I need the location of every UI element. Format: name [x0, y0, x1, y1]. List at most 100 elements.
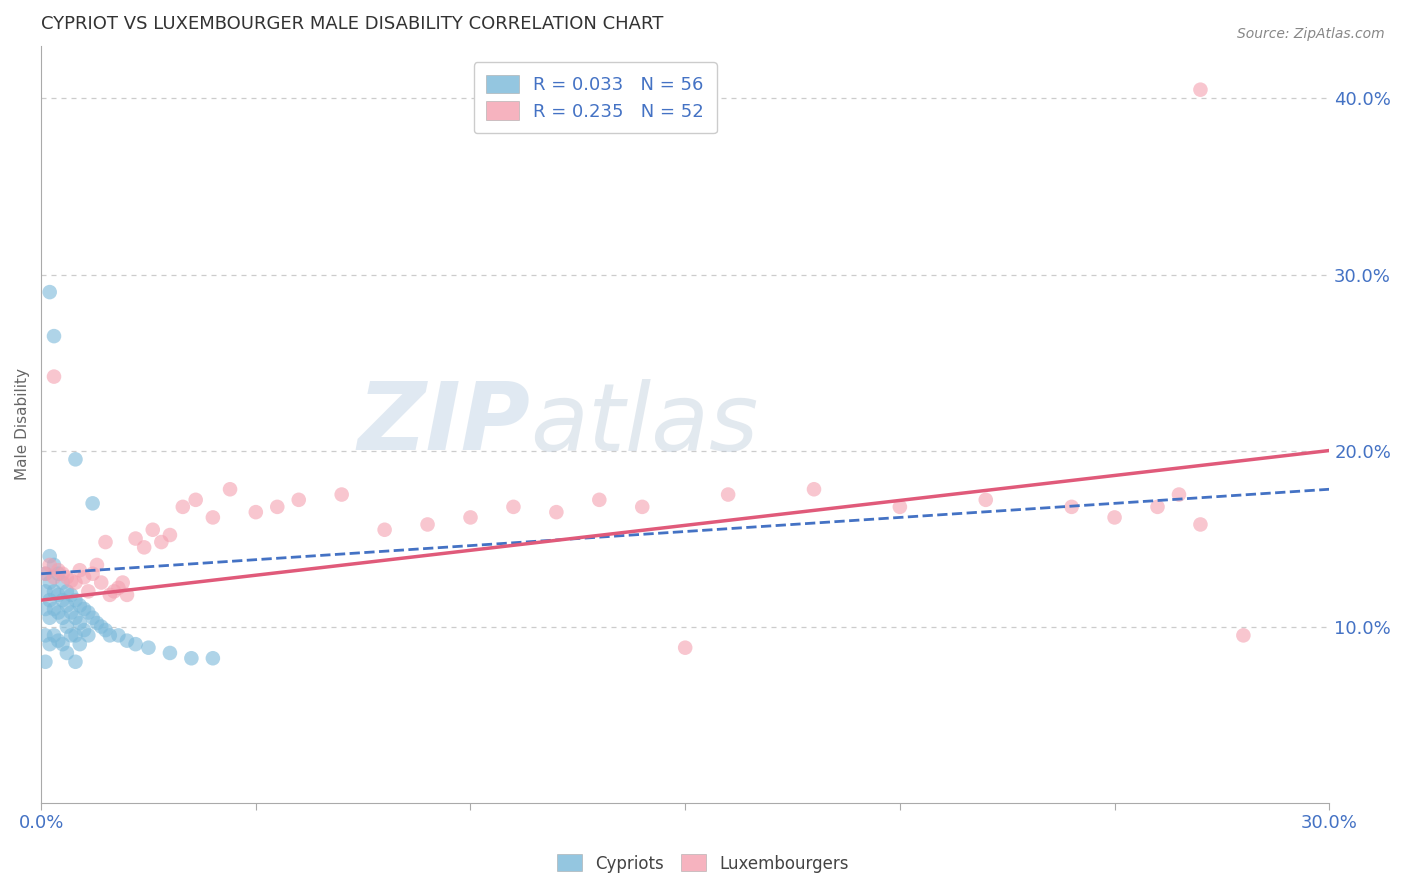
Point [34, 655, 56, 669]
Point [287, 492, 309, 507]
Point [34, 628, 56, 642]
Point [94, 623, 117, 637]
Point [184, 492, 207, 507]
Point [56, 570, 79, 584]
Point [103, 584, 125, 599]
Point [172, 500, 194, 514]
Point [803, 482, 825, 496]
Point [42, 570, 65, 584]
Point [138, 640, 160, 655]
Point [46, 588, 69, 602]
Point [201, 651, 224, 665]
Point [52, 575, 75, 590]
Point [124, 532, 146, 546]
Point [107, 628, 129, 642]
Legend: R = 0.033   N = 56, R = 0.235   N = 52: R = 0.033 N = 56, R = 0.235 N = 52 [474, 62, 717, 134]
Point [90, 619, 112, 633]
Y-axis label: Male Disability: Male Disability [15, 368, 30, 480]
Point [77, 584, 100, 599]
Point [673, 640, 696, 655]
Point [82, 496, 104, 510]
Point [98, 628, 121, 642]
Point [416, 517, 439, 532]
Point [38, 549, 60, 563]
Point [34, 584, 56, 599]
Point [34, 566, 56, 581]
Point [46, 606, 69, 620]
Point [631, 500, 654, 514]
Point [60, 574, 83, 588]
Point [717, 487, 740, 501]
Point [82, 611, 104, 625]
Point [34, 566, 56, 581]
Point [46, 563, 69, 577]
Point [77, 628, 100, 642]
Point [1060, 500, 1083, 514]
Point [142, 523, 165, 537]
Point [1104, 510, 1126, 524]
Point [219, 482, 242, 496]
Point [180, 651, 202, 665]
Point [889, 500, 911, 514]
Point [69, 599, 91, 613]
Point [374, 523, 396, 537]
Point [38, 637, 60, 651]
Point [588, 492, 610, 507]
Point [86, 558, 108, 572]
Point [42, 628, 65, 642]
Point [974, 492, 997, 507]
Point [65, 655, 87, 669]
Point [159, 528, 181, 542]
Point [60, 628, 83, 642]
Point [73, 570, 96, 584]
Point [1168, 487, 1191, 501]
Point [94, 535, 117, 549]
Point [69, 637, 91, 651]
Point [65, 575, 87, 590]
Point [65, 628, 87, 642]
Point [52, 637, 75, 651]
Point [42, 329, 65, 343]
Point [266, 500, 288, 514]
Point [38, 558, 60, 572]
Point [60, 606, 83, 620]
Point [150, 535, 173, 549]
Point [65, 611, 87, 625]
Point [77, 606, 100, 620]
Point [56, 646, 79, 660]
Point [42, 602, 65, 616]
Point [38, 575, 60, 590]
Text: CYPRIOT VS LUXEMBOURGER MALE DISABILITY CORRELATION CHART: CYPRIOT VS LUXEMBOURGER MALE DISABILITY … [41, 15, 664, 33]
Point [245, 505, 267, 519]
Point [90, 575, 112, 590]
Point [42, 369, 65, 384]
Text: ZIP: ZIP [357, 378, 530, 470]
Point [38, 593, 60, 607]
Point [34, 602, 56, 616]
Point [52, 611, 75, 625]
Point [46, 566, 69, 581]
Point [65, 452, 87, 467]
Point [38, 285, 60, 299]
Point [42, 558, 65, 572]
Point [60, 588, 83, 602]
Point [98, 588, 121, 602]
Point [111, 575, 134, 590]
Point [52, 566, 75, 581]
Point [42, 584, 65, 599]
Point [46, 633, 69, 648]
Point [115, 588, 138, 602]
Point [115, 633, 138, 648]
Point [56, 584, 79, 599]
Point [73, 602, 96, 616]
Point [56, 619, 79, 633]
Point [82, 566, 104, 581]
Point [1146, 500, 1168, 514]
Point [134, 541, 156, 555]
Text: Source: ZipAtlas.com: Source: ZipAtlas.com [1237, 27, 1385, 41]
Legend: Cypriots, Luxembourgers: Cypriots, Luxembourgers [551, 847, 855, 880]
Point [65, 593, 87, 607]
Point [124, 637, 146, 651]
Point [546, 505, 568, 519]
Point [1189, 517, 1212, 532]
